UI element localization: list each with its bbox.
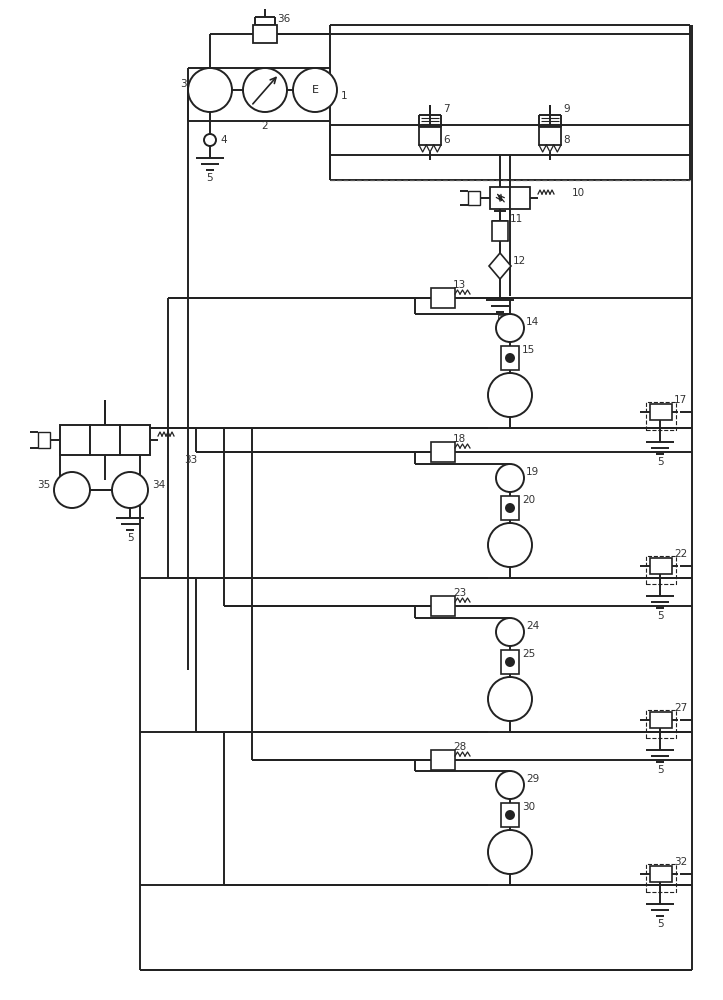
Text: 23: 23 <box>453 588 466 598</box>
Text: 4: 4 <box>220 135 226 145</box>
Circle shape <box>506 658 514 666</box>
Text: 5: 5 <box>656 457 663 467</box>
Circle shape <box>506 504 514 512</box>
Text: 12: 12 <box>513 256 526 266</box>
Bar <box>646 402 676 430</box>
Bar <box>60 425 90 455</box>
Bar <box>501 650 519 674</box>
Text: 16: 16 <box>503 382 517 392</box>
Circle shape <box>112 472 148 508</box>
Text: 15: 15 <box>522 345 535 355</box>
Text: 5: 5 <box>656 765 663 775</box>
Text: 33: 33 <box>184 455 197 465</box>
Bar <box>431 442 455 462</box>
Circle shape <box>54 472 90 508</box>
Bar <box>431 288 455 308</box>
Text: 13: 13 <box>453 280 466 290</box>
Text: E: E <box>312 85 319 95</box>
Text: 5: 5 <box>497 315 503 325</box>
Bar <box>501 496 519 520</box>
Bar <box>646 864 676 892</box>
Bar <box>490 187 510 209</box>
Text: 21: 21 <box>503 532 517 542</box>
Text: 24: 24 <box>526 621 539 631</box>
Text: 35: 35 <box>37 480 50 490</box>
Circle shape <box>496 314 524 342</box>
Bar <box>90 425 120 455</box>
Bar <box>650 712 672 728</box>
Bar <box>650 866 672 882</box>
Bar <box>431 750 455 770</box>
Text: 26: 26 <box>503 686 517 696</box>
Text: 30: 30 <box>522 802 535 812</box>
Bar <box>510 187 530 209</box>
Circle shape <box>293 68 337 112</box>
Text: 5: 5 <box>656 611 663 621</box>
Text: 25: 25 <box>522 649 535 659</box>
Circle shape <box>506 354 514 362</box>
Text: 5: 5 <box>207 173 213 183</box>
Text: 28: 28 <box>453 742 466 752</box>
Text: 27: 27 <box>674 703 688 713</box>
Text: 1: 1 <box>341 91 348 101</box>
Bar <box>646 556 676 584</box>
Bar <box>501 346 519 370</box>
Text: 2: 2 <box>262 121 268 131</box>
Text: 7: 7 <box>443 104 450 114</box>
Circle shape <box>506 811 514 819</box>
Text: 22: 22 <box>674 549 688 559</box>
Text: 9: 9 <box>563 104 570 114</box>
Circle shape <box>204 134 216 146</box>
Text: 14: 14 <box>526 317 539 327</box>
Text: 10: 10 <box>572 188 585 198</box>
Bar <box>468 191 480 205</box>
Text: 8: 8 <box>563 135 570 145</box>
Circle shape <box>488 830 532 874</box>
Text: 29: 29 <box>526 774 539 784</box>
Text: 31: 31 <box>503 839 517 849</box>
Bar <box>650 558 672 574</box>
Circle shape <box>488 523 532 567</box>
Polygon shape <box>489 253 511 279</box>
Bar <box>419 127 441 145</box>
Text: 36: 36 <box>277 14 290 24</box>
Bar <box>431 596 455 616</box>
Bar <box>253 25 277 43</box>
Circle shape <box>488 677 532 721</box>
Bar <box>120 425 150 455</box>
Circle shape <box>496 771 524 799</box>
Text: 5: 5 <box>127 533 133 543</box>
Text: 3: 3 <box>180 79 187 89</box>
Bar <box>646 710 676 738</box>
Text: 34: 34 <box>152 480 166 490</box>
Text: 11: 11 <box>510 214 523 224</box>
Circle shape <box>496 618 524 646</box>
Text: 17: 17 <box>674 395 688 405</box>
Circle shape <box>488 373 532 417</box>
Bar <box>539 127 561 145</box>
Bar <box>38 432 50 448</box>
Text: 18: 18 <box>453 434 466 444</box>
Text: 20: 20 <box>522 495 535 505</box>
Circle shape <box>496 464 524 492</box>
Text: 6: 6 <box>443 135 450 145</box>
Text: E: E <box>69 485 75 495</box>
Bar <box>501 803 519 827</box>
Text: 19: 19 <box>526 467 539 477</box>
Text: E: E <box>127 485 133 495</box>
Text: 32: 32 <box>674 857 688 867</box>
Bar <box>650 404 672 420</box>
Bar <box>492 221 508 241</box>
Text: 5: 5 <box>656 919 663 929</box>
